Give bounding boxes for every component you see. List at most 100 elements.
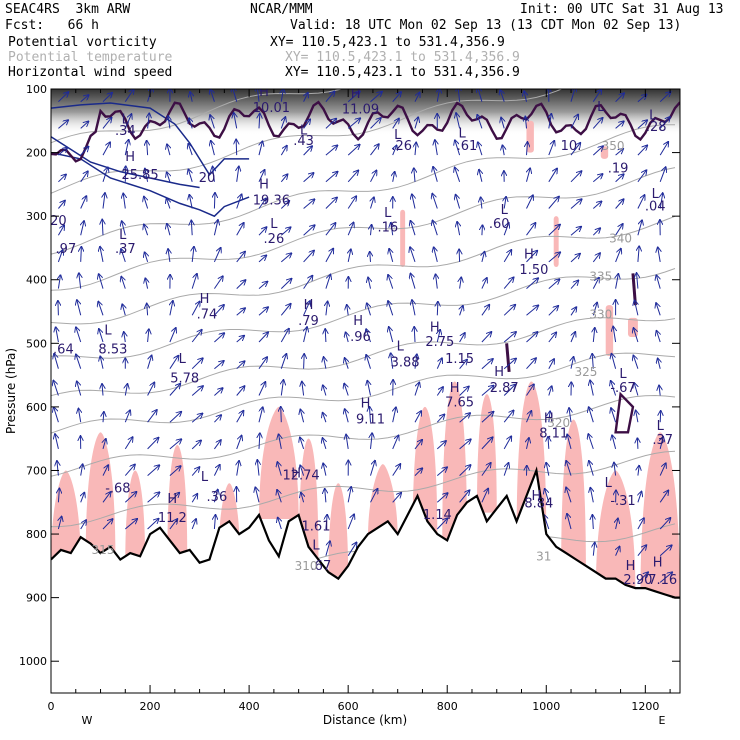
wind-vector bbox=[325, 91, 335, 103]
wind-vector bbox=[147, 382, 155, 396]
wind-vector bbox=[102, 93, 112, 103]
wind-vector bbox=[616, 274, 619, 289]
wind-vector bbox=[481, 278, 487, 289]
extremum-value: .37 bbox=[115, 242, 136, 257]
wind-vector bbox=[459, 490, 470, 503]
x-axis-title: Distance (km) bbox=[323, 713, 407, 727]
wind-vector bbox=[57, 250, 62, 263]
pv-shading-group bbox=[51, 120, 680, 602]
wind-vector bbox=[436, 387, 443, 396]
wind-vector bbox=[169, 355, 179, 369]
low-marker: L bbox=[619, 367, 627, 382]
wind-vector bbox=[56, 327, 59, 343]
pv-contour-loop bbox=[614, 391, 635, 434]
wind-vector bbox=[145, 278, 147, 289]
theta-contour bbox=[51, 167, 676, 291]
wind-vector bbox=[659, 117, 670, 129]
low-marker: L bbox=[300, 123, 308, 138]
wind-vector bbox=[80, 520, 87, 530]
extremum-value: .96 bbox=[350, 330, 371, 345]
wind-vector bbox=[325, 329, 326, 343]
wind-vector bbox=[144, 224, 148, 236]
wind-vector bbox=[53, 380, 59, 396]
wind-vector bbox=[347, 91, 360, 103]
wind-vector bbox=[325, 274, 331, 289]
wind-vector bbox=[102, 465, 108, 476]
wind-vector bbox=[434, 247, 438, 263]
extremum-value: 7.65 bbox=[445, 395, 474, 410]
extremum-value: .26 bbox=[391, 139, 412, 154]
wind-vector bbox=[236, 336, 245, 343]
axes-group: 0 200 400 600 800 1000 1200 100 200 300 400 500 600 7… bbox=[19, 83, 680, 713]
wind-vector bbox=[325, 118, 337, 129]
wind-vector bbox=[58, 488, 59, 503]
wind-vector bbox=[526, 411, 532, 423]
wind-vector bbox=[102, 384, 103, 396]
wind-vector bbox=[280, 304, 291, 316]
wind-vector bbox=[526, 223, 536, 236]
extremum-value: .97 bbox=[56, 242, 77, 257]
wind-vector bbox=[214, 489, 218, 503]
wind-vector bbox=[323, 463, 326, 476]
wind-vector bbox=[188, 169, 192, 182]
extremum-value: 10.01 bbox=[253, 101, 290, 116]
wind-vector bbox=[325, 248, 334, 263]
high-marker: H bbox=[450, 381, 460, 396]
pv-shade-patch bbox=[526, 120, 534, 153]
extremum-value: .36 bbox=[207, 490, 228, 505]
wind-vector bbox=[503, 332, 516, 343]
wind-vector bbox=[570, 114, 578, 129]
wind-vector bbox=[637, 273, 638, 289]
wind-vector bbox=[214, 361, 224, 370]
wind-vector bbox=[503, 358, 516, 370]
extremum-value: .60 bbox=[489, 217, 510, 232]
wind-vector bbox=[549, 411, 550, 423]
wind-vector bbox=[593, 542, 595, 556]
extremum-value: .16 bbox=[377, 221, 398, 236]
wind-vector bbox=[303, 250, 315, 263]
wind-vector bbox=[570, 89, 576, 102]
wind-vector bbox=[548, 359, 554, 369]
wind-vector bbox=[371, 225, 372, 236]
wind-vector bbox=[191, 413, 202, 423]
wind-vector bbox=[81, 464, 83, 476]
theta-contours-group bbox=[51, 89, 676, 589]
extremum-value: -.68 bbox=[105, 481, 130, 496]
wind-vector bbox=[503, 384, 515, 396]
wind-vector bbox=[392, 118, 399, 129]
wind-vector bbox=[370, 118, 382, 129]
wind-vector bbox=[237, 166, 239, 182]
wind-vector bbox=[148, 113, 150, 129]
wind-vector bbox=[482, 251, 485, 263]
wind-vector bbox=[656, 331, 660, 343]
wind-vector bbox=[637, 170, 647, 183]
wind-vector bbox=[345, 409, 349, 423]
wind-vector bbox=[102, 219, 103, 236]
low-marker: L bbox=[201, 470, 209, 485]
wind-vector bbox=[593, 328, 595, 343]
field-name-pv: Potential vorticity bbox=[8, 35, 157, 50]
wind-vector bbox=[393, 145, 397, 156]
wind-vector bbox=[303, 173, 314, 183]
extremum-value: 11.09 bbox=[342, 102, 379, 117]
wind-vector bbox=[526, 195, 534, 209]
wind-vector bbox=[303, 199, 315, 209]
wind-vector bbox=[456, 113, 460, 129]
wind-vector bbox=[368, 277, 371, 289]
wind-vector bbox=[615, 174, 624, 183]
wind-vector bbox=[345, 358, 349, 369]
wind-vector bbox=[280, 174, 287, 183]
wind-vector bbox=[210, 115, 215, 129]
wind-vector bbox=[124, 492, 136, 503]
extremum-value: 12.74 bbox=[282, 469, 319, 484]
wind-vector bbox=[500, 90, 504, 102]
wind-vector bbox=[571, 357, 574, 369]
wind-vector bbox=[169, 492, 180, 503]
wind-vector bbox=[436, 518, 447, 530]
wind-vector bbox=[145, 252, 148, 263]
high-marker: H bbox=[259, 177, 269, 192]
wind-vector bbox=[79, 273, 81, 289]
wind-vector bbox=[169, 384, 181, 396]
y-tick-label: 600 bbox=[26, 401, 47, 414]
x-tick-label: 600 bbox=[338, 700, 359, 713]
